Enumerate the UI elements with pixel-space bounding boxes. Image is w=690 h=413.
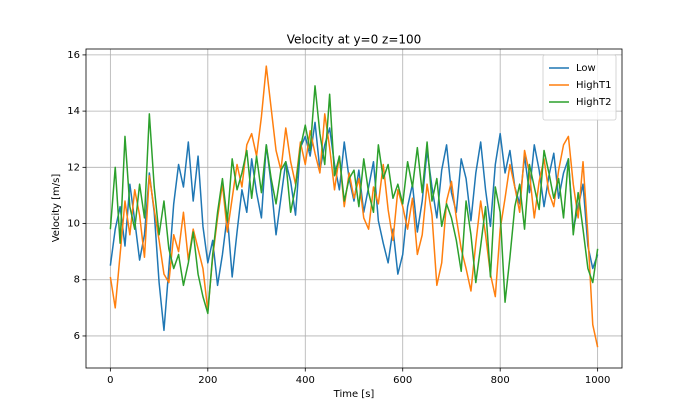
plot-frame [85, 48, 623, 369]
x-tick-label: 200 [198, 375, 217, 386]
legend: Low HighT1 HighT2 [542, 54, 617, 121]
legend-label: Low [576, 63, 596, 74]
series-line [109, 65, 599, 348]
y-tick-label: 10 [67, 219, 80, 230]
legend-label: HighT1 [576, 80, 611, 91]
x-tick-label: 1000 [585, 375, 610, 386]
legend-box [542, 54, 617, 121]
x-tick-label: 400 [296, 375, 315, 386]
y-tick-label: 16 [67, 50, 80, 61]
x-tick-label: 800 [491, 375, 510, 386]
x-tick-label: 0 [107, 375, 113, 386]
legend-label: HighT2 [576, 97, 611, 108]
y-axis-label: Velocity [m/s] [51, 174, 62, 243]
x-axis-label: Time [s] [333, 389, 375, 400]
y-tick-label: 6 [74, 331, 80, 342]
y-tick-label: 8 [74, 275, 80, 286]
series-line [109, 85, 599, 315]
x-tick-label: 600 [393, 375, 412, 386]
y-tick-label: 14 [67, 106, 80, 117]
chart-title: Velocity at y=0 z=100 [287, 33, 422, 47]
y-tick-label: 12 [67, 162, 80, 173]
